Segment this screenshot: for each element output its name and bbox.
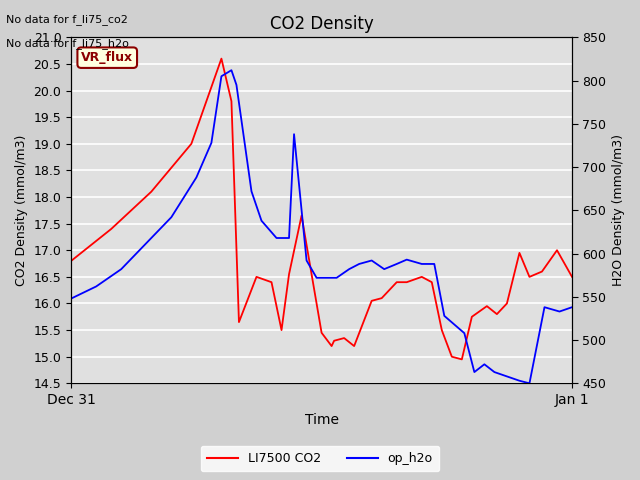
op_h2o	[228, 67, 236, 73]
op_h2o	[218, 73, 225, 79]
LI7500 CO2	[468, 314, 476, 320]
LI7500 CO2	[525, 274, 533, 280]
LI7500 CO2	[553, 247, 561, 253]
LI7500 CO2	[568, 274, 576, 280]
op_h2o	[303, 258, 310, 264]
op_h2o	[248, 189, 255, 194]
op_h2o	[168, 215, 175, 220]
op_h2o	[440, 313, 448, 319]
LI7500 CO2	[340, 335, 348, 341]
LI7500 CO2	[438, 327, 445, 333]
op_h2o	[143, 240, 150, 246]
X-axis label: Time: Time	[305, 413, 339, 427]
LI7500 CO2	[218, 56, 225, 61]
LI7500 CO2	[516, 250, 524, 256]
op_h2o	[368, 258, 376, 264]
LI7500 CO2	[285, 271, 293, 277]
LI7500 CO2	[418, 274, 426, 280]
LI7500 CO2	[428, 279, 436, 285]
LI7500 CO2	[503, 300, 511, 306]
LI7500 CO2	[147, 189, 155, 194]
Line: LI7500 CO2: LI7500 CO2	[71, 59, 572, 360]
LI7500 CO2	[393, 279, 401, 285]
op_h2o	[333, 275, 340, 281]
Text: No data for f_li75_co2: No data for f_li75_co2	[6, 14, 128, 25]
LI7500 CO2	[298, 213, 305, 218]
Y-axis label: H2O Density (mmol/m3): H2O Density (mmol/m3)	[612, 134, 625, 287]
op_h2o	[431, 261, 438, 267]
LI7500 CO2	[235, 319, 243, 325]
LI7500 CO2	[253, 274, 260, 280]
op_h2o	[490, 369, 498, 375]
op_h2o	[323, 275, 330, 281]
LI7500 CO2	[278, 327, 285, 333]
LI7500 CO2	[458, 357, 466, 362]
LI7500 CO2	[538, 269, 546, 275]
op_h2o	[313, 275, 321, 281]
Title: CO2 Density: CO2 Density	[269, 15, 374, 33]
LI7500 CO2	[403, 279, 411, 285]
LI7500 CO2	[448, 354, 456, 360]
LI7500 CO2	[228, 98, 236, 104]
op_h2o	[346, 266, 353, 272]
Text: VR_flux: VR_flux	[81, 51, 133, 64]
LI7500 CO2	[317, 330, 325, 336]
Y-axis label: CO2 Density (mmol/m3): CO2 Density (mmol/m3)	[15, 135, 28, 286]
Text: No data for f_li75_h2o: No data for f_li75_h2o	[6, 38, 129, 49]
op_h2o	[451, 322, 458, 327]
LI7500 CO2	[483, 303, 491, 309]
op_h2o	[117, 266, 125, 272]
op_h2o	[393, 261, 401, 267]
op_h2o	[568, 304, 576, 310]
op_h2o	[193, 175, 200, 180]
op_h2o	[541, 304, 548, 310]
LI7500 CO2	[328, 343, 335, 349]
op_h2o	[290, 132, 298, 137]
op_h2o	[503, 373, 511, 379]
Line: op_h2o: op_h2o	[71, 70, 572, 384]
LI7500 CO2	[493, 311, 500, 317]
LI7500 CO2	[67, 258, 75, 264]
op_h2o	[207, 140, 215, 146]
op_h2o	[285, 235, 293, 241]
op_h2o	[418, 261, 426, 267]
op_h2o	[525, 381, 533, 386]
LI7500 CO2	[108, 226, 115, 232]
op_h2o	[380, 266, 388, 272]
op_h2o	[556, 309, 563, 314]
LI7500 CO2	[268, 279, 275, 285]
op_h2o	[355, 261, 363, 267]
op_h2o	[273, 235, 280, 241]
Legend: LI7500 CO2, op_h2o: LI7500 CO2, op_h2o	[201, 446, 439, 471]
op_h2o	[516, 378, 524, 384]
op_h2o	[258, 218, 266, 224]
op_h2o	[92, 284, 100, 289]
op_h2o	[67, 296, 75, 301]
LI7500 CO2	[188, 141, 195, 147]
op_h2o	[232, 82, 240, 88]
LI7500 CO2	[330, 338, 338, 344]
op_h2o	[403, 257, 411, 263]
LI7500 CO2	[378, 295, 385, 301]
op_h2o	[470, 369, 478, 375]
LI7500 CO2	[350, 343, 358, 349]
op_h2o	[481, 361, 488, 367]
op_h2o	[461, 330, 468, 336]
LI7500 CO2	[368, 298, 376, 304]
